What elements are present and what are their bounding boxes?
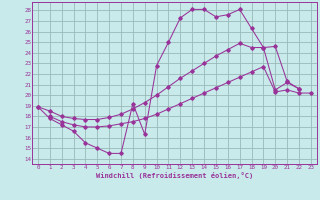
X-axis label: Windchill (Refroidissement éolien,°C): Windchill (Refroidissement éolien,°C) <box>96 172 253 179</box>
